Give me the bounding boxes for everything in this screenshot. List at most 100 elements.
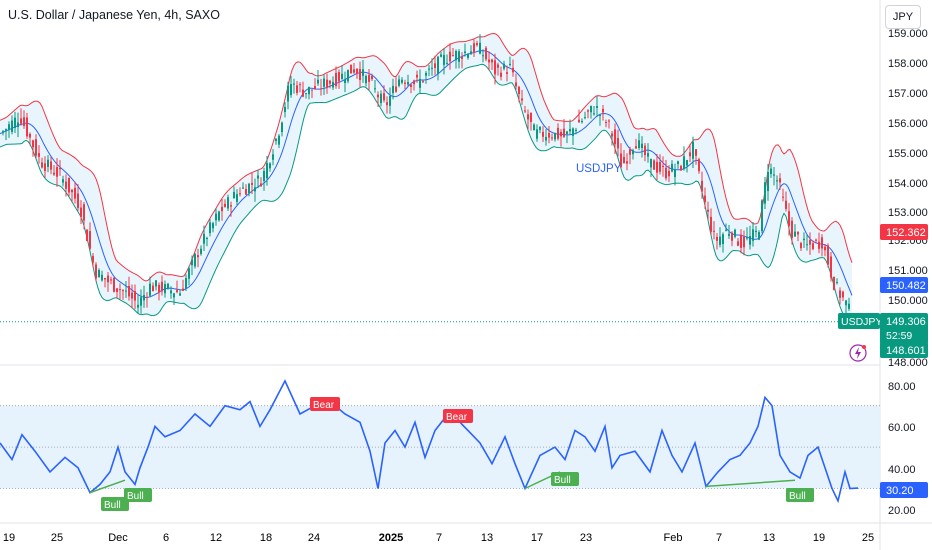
candle-body xyxy=(512,67,514,73)
candle-body xyxy=(629,149,631,155)
svg-text:152.362: 152.362 xyxy=(886,227,926,239)
candle-body xyxy=(779,178,781,183)
rsi-tick: 60.00 xyxy=(888,422,916,434)
candle-body xyxy=(65,181,67,189)
candle-body xyxy=(50,161,52,170)
candle-body xyxy=(20,118,22,124)
last-price-badge: 149.306 52:59 xyxy=(880,313,928,344)
currency-button[interactable]: JPY xyxy=(885,5,921,29)
candle-body xyxy=(377,94,379,98)
rsi-value-badge: 30.20 xyxy=(880,482,928,498)
candle-body xyxy=(26,117,28,137)
candle-body xyxy=(542,131,544,137)
candle-body xyxy=(194,253,196,267)
candle-body xyxy=(29,133,31,138)
candle-body xyxy=(149,283,151,296)
candle-body xyxy=(374,88,376,90)
candle-body xyxy=(497,64,499,68)
candle-body xyxy=(338,72,340,82)
candle-body xyxy=(698,159,700,172)
candle-body xyxy=(389,95,391,106)
candle-body xyxy=(59,167,61,170)
time-tick: 18 xyxy=(260,532,272,544)
rsi-tick: 40.00 xyxy=(888,464,916,476)
candle-body xyxy=(509,63,511,66)
candle-body xyxy=(428,68,430,70)
candle-body xyxy=(437,56,439,74)
candle-body xyxy=(95,264,97,279)
candle-body xyxy=(761,200,763,232)
price-pane[interactable] xyxy=(0,32,880,329)
candle-body xyxy=(605,121,607,123)
candle-body xyxy=(833,276,835,290)
candle-body xyxy=(254,187,256,192)
candle-body xyxy=(749,236,751,245)
candle-body xyxy=(326,79,328,88)
candle-body xyxy=(176,290,178,293)
candle-body xyxy=(299,84,301,86)
candle-body xyxy=(599,114,601,117)
rsi-tick: 80.00 xyxy=(888,381,916,393)
price-tick: 154.000 xyxy=(888,178,928,190)
bull-label: Bull xyxy=(786,488,814,502)
candle-body xyxy=(593,113,595,115)
candle-body xyxy=(140,297,142,306)
candle-body xyxy=(596,106,598,108)
candle-body xyxy=(482,55,484,57)
candle-body xyxy=(539,126,541,130)
candle-body xyxy=(461,56,463,59)
candle-body xyxy=(656,161,658,173)
candle-body xyxy=(230,205,232,207)
candle-body xyxy=(827,245,829,265)
alert-flash-icon[interactable] xyxy=(849,344,867,362)
candle-body xyxy=(407,81,409,85)
candle-body xyxy=(263,170,265,181)
candle-body xyxy=(116,288,118,292)
candle-body xyxy=(623,156,625,164)
candle-body xyxy=(101,274,103,281)
rsi-tick: 20.00 xyxy=(888,505,916,517)
symbol-tag-badge: USDJPY xyxy=(838,313,882,329)
candle-body xyxy=(752,229,754,241)
bear-label: Bear xyxy=(443,409,473,423)
candle-body xyxy=(578,119,580,123)
candle-body xyxy=(635,146,637,149)
candle-body xyxy=(818,241,820,249)
candle-body xyxy=(707,209,709,212)
candle-body xyxy=(530,112,532,122)
candle-body xyxy=(368,75,370,82)
time-tick: 2025 xyxy=(379,532,403,544)
candle-body xyxy=(488,59,490,63)
candle-body xyxy=(767,172,769,192)
candle-body xyxy=(239,193,241,195)
rsi-pane[interactable] xyxy=(0,379,880,504)
bull-divergence-line xyxy=(705,479,796,488)
candle-body xyxy=(395,86,397,92)
bull-label: Bull xyxy=(101,497,129,511)
candle-body xyxy=(557,127,559,139)
candle-body xyxy=(431,67,433,69)
candle-body xyxy=(311,89,313,91)
candle-body xyxy=(491,59,493,63)
candle-body xyxy=(284,106,286,113)
candle-body xyxy=(167,283,169,289)
candle-body xyxy=(434,63,436,68)
candle-body xyxy=(218,211,220,221)
candle-body xyxy=(794,231,796,237)
candle-body xyxy=(320,88,322,90)
candle-body xyxy=(545,136,547,141)
candle-body xyxy=(644,145,646,156)
candle-body xyxy=(704,195,706,202)
candle-body xyxy=(371,76,373,80)
candle-body xyxy=(416,74,418,78)
candle-body xyxy=(146,296,148,298)
candle-body xyxy=(455,50,457,61)
candle-body xyxy=(248,183,250,194)
candle-body xyxy=(776,180,778,182)
candle-body xyxy=(419,78,421,88)
candle-body xyxy=(467,54,469,58)
candle-body xyxy=(575,129,577,131)
price-tick: 158.000 xyxy=(888,58,928,70)
candle-body xyxy=(581,121,583,123)
